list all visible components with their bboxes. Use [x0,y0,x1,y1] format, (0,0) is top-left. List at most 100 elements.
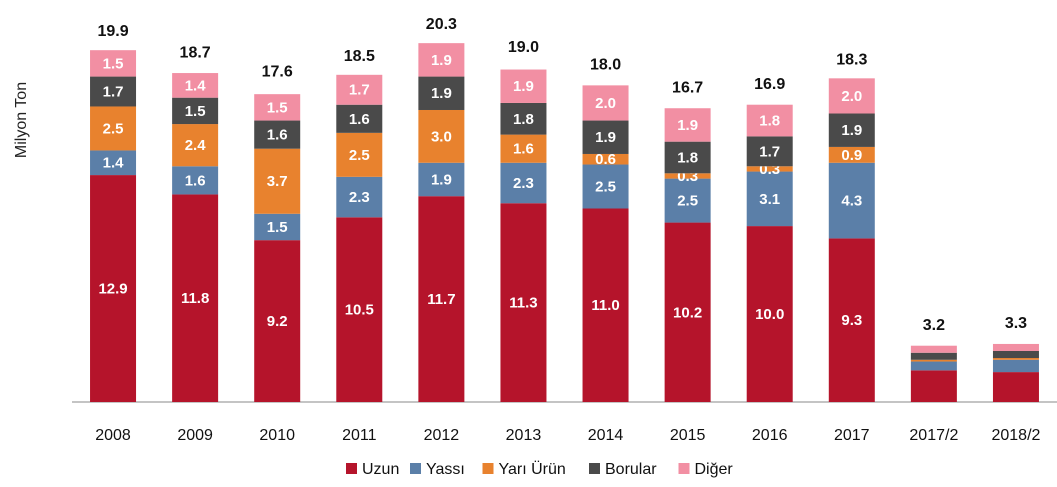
data-label: 1.8 [677,149,698,166]
bar-segment [582,85,629,121]
data-label: 3.0 [431,128,452,145]
y-axis-label: Milyon Ton [13,82,30,158]
bar-segment [90,50,137,77]
bar-segment [828,113,875,147]
x-tick-label: 2010 [259,427,295,444]
bar-segment [746,136,793,167]
bar-segment [500,102,547,135]
data-label: 1.7 [103,83,124,100]
data-label: 4.3 [841,193,862,210]
bar-segment [418,76,465,110]
data-label: 10.0 [755,306,784,323]
total-label: 18.7 [180,44,211,61]
data-label: 11.7 [427,291,455,308]
data-label: 1.6 [267,127,288,144]
data-label: 1.5 [185,103,206,120]
legend-label: Yarı Ürün [499,460,566,478]
bar-segment [910,370,957,402]
total-label: 20.3 [426,16,457,33]
x-tick-label: 2016 [752,427,788,444]
bar-segment [828,78,875,114]
data-label: 1.7 [349,82,370,99]
data-label: 1.8 [759,113,780,130]
bar-segment [172,166,219,195]
bar-segment [90,76,137,107]
bar-segment [336,74,383,105]
data-label: 11.3 [509,295,537,312]
data-label: 1.9 [677,117,698,134]
total-label: 3.3 [1005,315,1027,332]
total-label: 16.7 [672,79,703,96]
data-label: 3.7 [267,173,288,190]
bar-segment [664,141,711,174]
data-label: 9.3 [841,312,862,329]
bar-segment [582,120,629,154]
bar-segment [172,97,219,125]
data-label: 10.5 [345,302,374,319]
data-label: 2.4 [185,137,207,154]
total-label: 19.9 [97,23,128,40]
bar-segment [500,134,547,163]
bar-segment [910,345,957,353]
bar-segment [828,238,875,402]
bar-segment [746,166,793,172]
legend-label: Diğer [695,461,734,478]
bar-segment [254,213,301,241]
data-label: 1.9 [841,122,862,139]
x-tick-label: 2012 [424,427,460,444]
data-label: 1.5 [267,219,288,236]
data-label: 2.5 [677,193,698,210]
bar-segment [254,148,301,214]
x-tick-label: 2014 [588,427,624,444]
data-label: 2.5 [595,178,616,195]
legend-label: Borular [605,461,657,478]
legend-swatch [678,463,690,474]
bar-segment [336,132,383,177]
total-label: 18.5 [344,48,375,65]
data-label: 2.5 [103,120,124,137]
bar-segment [90,106,137,151]
x-tick-label: 2011 [342,427,377,444]
bar-segment [910,361,957,371]
data-label: 1.9 [431,171,452,188]
data-label: 0.6 [595,151,616,168]
bar-segment [500,203,547,402]
data-label: 2.5 [349,147,370,164]
bar-segment [172,124,219,167]
data-label: 10.2 [673,304,702,321]
bar-segment [746,226,793,402]
bar-segment [500,162,547,204]
x-tick-label: 2017/2 [909,427,958,444]
data-label: 1.5 [267,99,288,116]
data-label: 2.0 [595,95,616,112]
legend-label: Yassı [426,461,465,478]
bar-segment [418,43,465,77]
data-label: 1.9 [595,129,616,146]
x-tick-label: 2013 [506,427,542,444]
bar-segment [254,240,301,402]
bar-segment [992,359,1039,373]
bar-segment [746,104,793,137]
x-tick-label: 2008 [95,427,131,444]
data-label: 11.0 [591,297,619,314]
bar-segment [172,194,219,402]
bar-segment [254,120,301,149]
bar-segment [172,73,219,98]
legend-swatch [589,463,600,474]
data-label: 11.8 [181,290,209,307]
legend-swatch [346,463,357,474]
bar-segment [582,164,629,209]
bar-segment [664,108,711,142]
data-label: 1.6 [513,141,534,158]
bar-segment [664,222,711,402]
data-label: 1.9 [431,52,452,69]
bar-segment [500,69,547,103]
data-label: 9.2 [267,313,288,330]
data-label: 1.6 [349,111,370,128]
bar-segment [910,352,957,360]
bar-segment [90,175,137,402]
data-label: 2.0 [841,88,862,105]
data-label: 1.6 [185,172,206,189]
data-label: 3.1 [759,191,780,208]
